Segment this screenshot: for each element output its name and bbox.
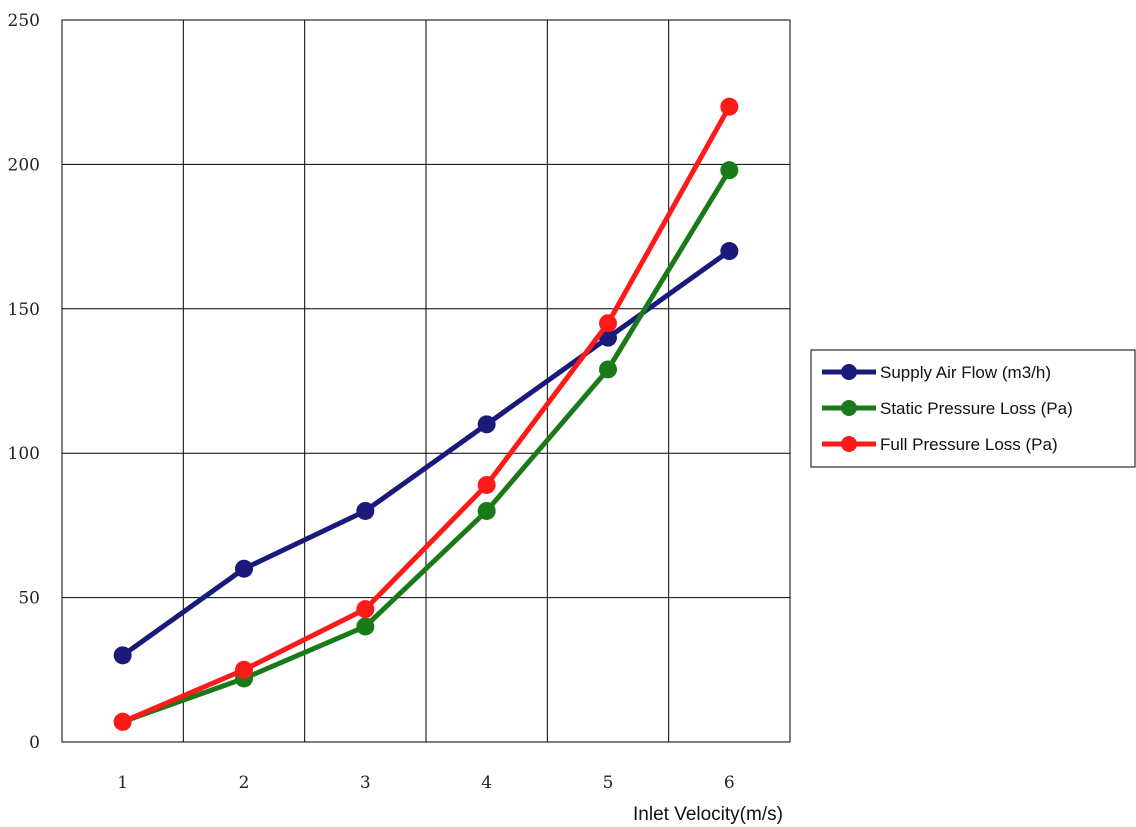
legend-label: Full Pressure Loss (Pa): [880, 435, 1058, 454]
legend-item: Supply Air Flow (m3/h): [822, 363, 1051, 382]
series-group: [113, 97, 739, 731]
data-point: [356, 600, 375, 619]
data-point: [599, 314, 617, 333]
data-point: [720, 97, 739, 116]
series-line: [121, 249, 731, 658]
data-point: [477, 501, 496, 520]
series-line: [121, 105, 732, 725]
data-point: [477, 475, 496, 494]
y-tick-label: 200: [8, 155, 40, 175]
series-line: [121, 168, 732, 725]
x-tick-label: 1: [117, 773, 128, 793]
x-tick-label: 5: [603, 773, 614, 793]
data-point: [235, 660, 253, 679]
data-point: [356, 617, 375, 636]
data-point: [235, 559, 253, 578]
x-tick-labels: 1 2 3 4 5 6: [117, 773, 734, 793]
data-point: [113, 646, 132, 665]
legend-item: Static Pressure Loss (Pa): [822, 399, 1073, 418]
y-tick-labels: 0 50 100 150 200 250: [8, 11, 40, 753]
data-point: [599, 360, 617, 379]
x-tick-label: 4: [481, 773, 492, 793]
data-point: [720, 161, 739, 180]
series-1: [113, 242, 739, 665]
legend-label: Supply Air Flow (m3/h): [880, 363, 1051, 382]
legend-swatch-marker: [841, 436, 857, 452]
data-point: [356, 501, 375, 520]
y-tick-label: 50: [18, 589, 40, 609]
legend-swatch-marker: [841, 364, 857, 380]
y-tick-label: 250: [8, 11, 40, 31]
legend-label: Static Pressure Loss (Pa): [880, 399, 1073, 418]
x-tick-label: 6: [724, 773, 735, 793]
x-axis-label: Inlet Velocity(m/s): [633, 804, 783, 825]
x-tick-label: 3: [360, 773, 371, 793]
data-point: [720, 242, 739, 261]
x-tick-label: 2: [239, 773, 250, 793]
data-point: [477, 415, 496, 434]
legend-swatch-marker: [841, 400, 857, 416]
series-3: [113, 97, 739, 731]
legend-item: Full Pressure Loss (Pa): [822, 435, 1058, 454]
y-tick-label: 150: [8, 300, 40, 320]
data-point: [113, 712, 132, 731]
grid: [61, 19, 791, 743]
y-tick-label: 100: [8, 444, 40, 464]
y-tick-label: 0: [29, 733, 40, 753]
legend: Supply Air Flow (m3/h) Static Pressure Lo…: [810, 349, 1136, 468]
